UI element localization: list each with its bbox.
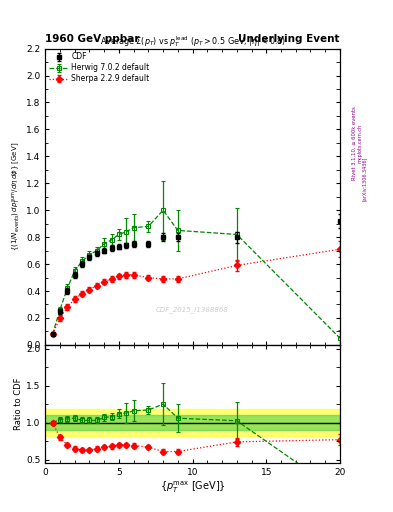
Bar (45, 409, 340, 436)
Legend: CDF, Herwig 7.0.2 default, Sherpa 2.2.9 default: CDF, Herwig 7.0.2 default, Sherpa 2.2.9 … (48, 51, 151, 85)
Text: [arXiv:1306.3436]: [arXiv:1306.3436] (362, 157, 367, 201)
Y-axis label: Ratio to CDF: Ratio to CDF (14, 378, 23, 431)
Title: Average $\Sigma(p_T)$ vs $p_T^\mathrm{lead}$ ($p_T > 0.5$ GeV, $|\eta| < 0.8$): Average $\Sigma(p_T)$ vs $p_T^\mathrm{le… (99, 34, 286, 49)
Text: 1960 GeV ppbar: 1960 GeV ppbar (45, 33, 140, 44)
Text: Rivet 3.1.10, ≥ 600k events: Rivet 3.1.10, ≥ 600k events (352, 106, 357, 180)
Text: Underlying Event: Underlying Event (239, 33, 340, 44)
Text: mcplots.cern.ch: mcplots.cern.ch (358, 124, 363, 163)
Text: CDF_2015_I1388868: CDF_2015_I1388868 (156, 306, 229, 313)
X-axis label: $\{p_T^\mathrm{max}$ [GeV]$\}$: $\{p_T^\mathrm{max}$ [GeV]$\}$ (160, 480, 226, 496)
Y-axis label: $\{(1/N_\mathrm{events})\,dp_T^\mathrm{sum}/d\eta\,d\phi\}$ [GeV]: $\{(1/N_\mathrm{events})\,dp_T^\mathrm{s… (11, 142, 23, 251)
Bar (45, 415, 340, 430)
